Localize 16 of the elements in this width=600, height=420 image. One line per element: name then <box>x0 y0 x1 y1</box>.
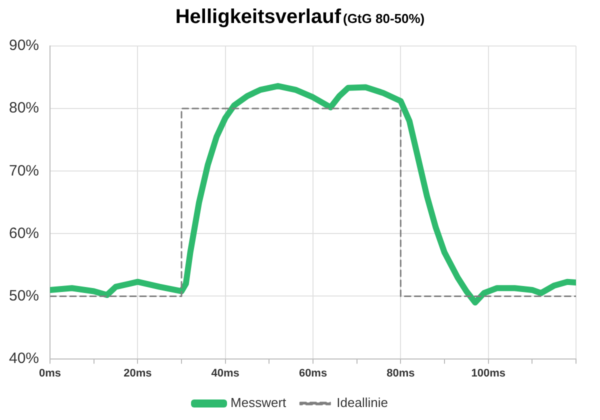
y-tick-label: 90% <box>8 37 40 54</box>
x-tick-label: 60ms <box>298 367 328 380</box>
x-tick-label: 20ms <box>124 367 152 380</box>
x-tick-label: 0ms <box>39 367 62 380</box>
x-tick-label: 80ms <box>386 367 415 380</box>
x-tick-label: 40ms <box>211 367 240 380</box>
y-tick-label: 60% <box>8 224 40 242</box>
legend-label: Messwert <box>230 395 287 410</box>
y-tick-label: 40% <box>8 350 40 367</box>
legend-label: Ideallinie <box>336 395 388 410</box>
chart-subtitle: (GtG 80-50%) <box>342 11 425 26</box>
y-tick-label: 50% <box>8 287 40 304</box>
y-tick-label: 80% <box>8 100 40 117</box>
chart-title: Helligkeitsverlauf <box>175 6 341 28</box>
x-tick-label: 100ms <box>471 367 506 380</box>
y-tick-label: 70% <box>8 162 40 180</box>
